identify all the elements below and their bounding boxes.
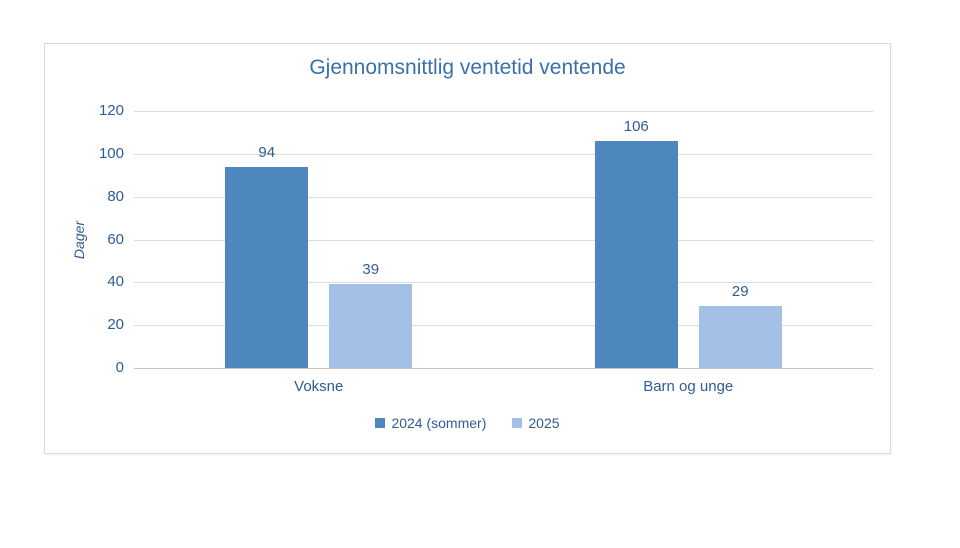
bar-2024-sommer--voksne	[225, 166, 309, 368]
bar-value-label: 106	[623, 117, 649, 135]
gridline-y-80	[134, 196, 873, 198]
gridline-y-40	[134, 282, 873, 284]
bar-value-label: 29	[731, 282, 749, 300]
x-category-label-barn-og-unge: Barn og unge	[643, 378, 734, 395]
bar-value-label: 94	[258, 143, 276, 161]
gridline-y-20	[134, 325, 873, 327]
y-tick-label-0: 0	[115, 359, 124, 376]
y-tick-label-80: 80	[107, 187, 124, 205]
chart-legend: 2024 (sommer) 2025	[45, 415, 890, 431]
gridline-y-120	[134, 111, 873, 112]
gridline-y-100	[134, 153, 873, 155]
bar-2024-sommer--barn-og-unge	[594, 140, 678, 368]
gridline-y-0	[134, 368, 873, 369]
legend-marker-icon	[512, 418, 523, 428]
plot-area: 94 39 Voksne 106 29 Barn og unge	[134, 111, 873, 395]
bar-value-label: 39	[362, 261, 380, 279]
y-tick-label-100: 100	[98, 144, 124, 162]
legend-label: 2025	[528, 415, 560, 431]
legend-item-2024-sommer-: 2024 (sommer)	[375, 415, 486, 431]
legend-label: 2024 (sommer)	[391, 415, 487, 431]
bar-2025-voksne	[329, 284, 413, 368]
chart-container: Gjennomsnittlig ventetid ventende Dager …	[44, 43, 891, 454]
x-category-label-voksne: Voksne	[294, 378, 344, 395]
legend-marker-icon	[375, 418, 386, 428]
bar-2025-barn-og-unge	[698, 305, 782, 368]
legend-item-2025: 2025	[512, 415, 560, 431]
gridline-y-60	[134, 239, 873, 241]
y-tick-label-40: 40	[107, 273, 124, 291]
y-tick-label-60: 60	[107, 230, 124, 248]
chart-title: Gjennomsnittlig ventetid ventende	[309, 56, 626, 79]
y-tick-label-20: 20	[107, 316, 124, 334]
y-tick-label-120: 120	[98, 102, 124, 119]
